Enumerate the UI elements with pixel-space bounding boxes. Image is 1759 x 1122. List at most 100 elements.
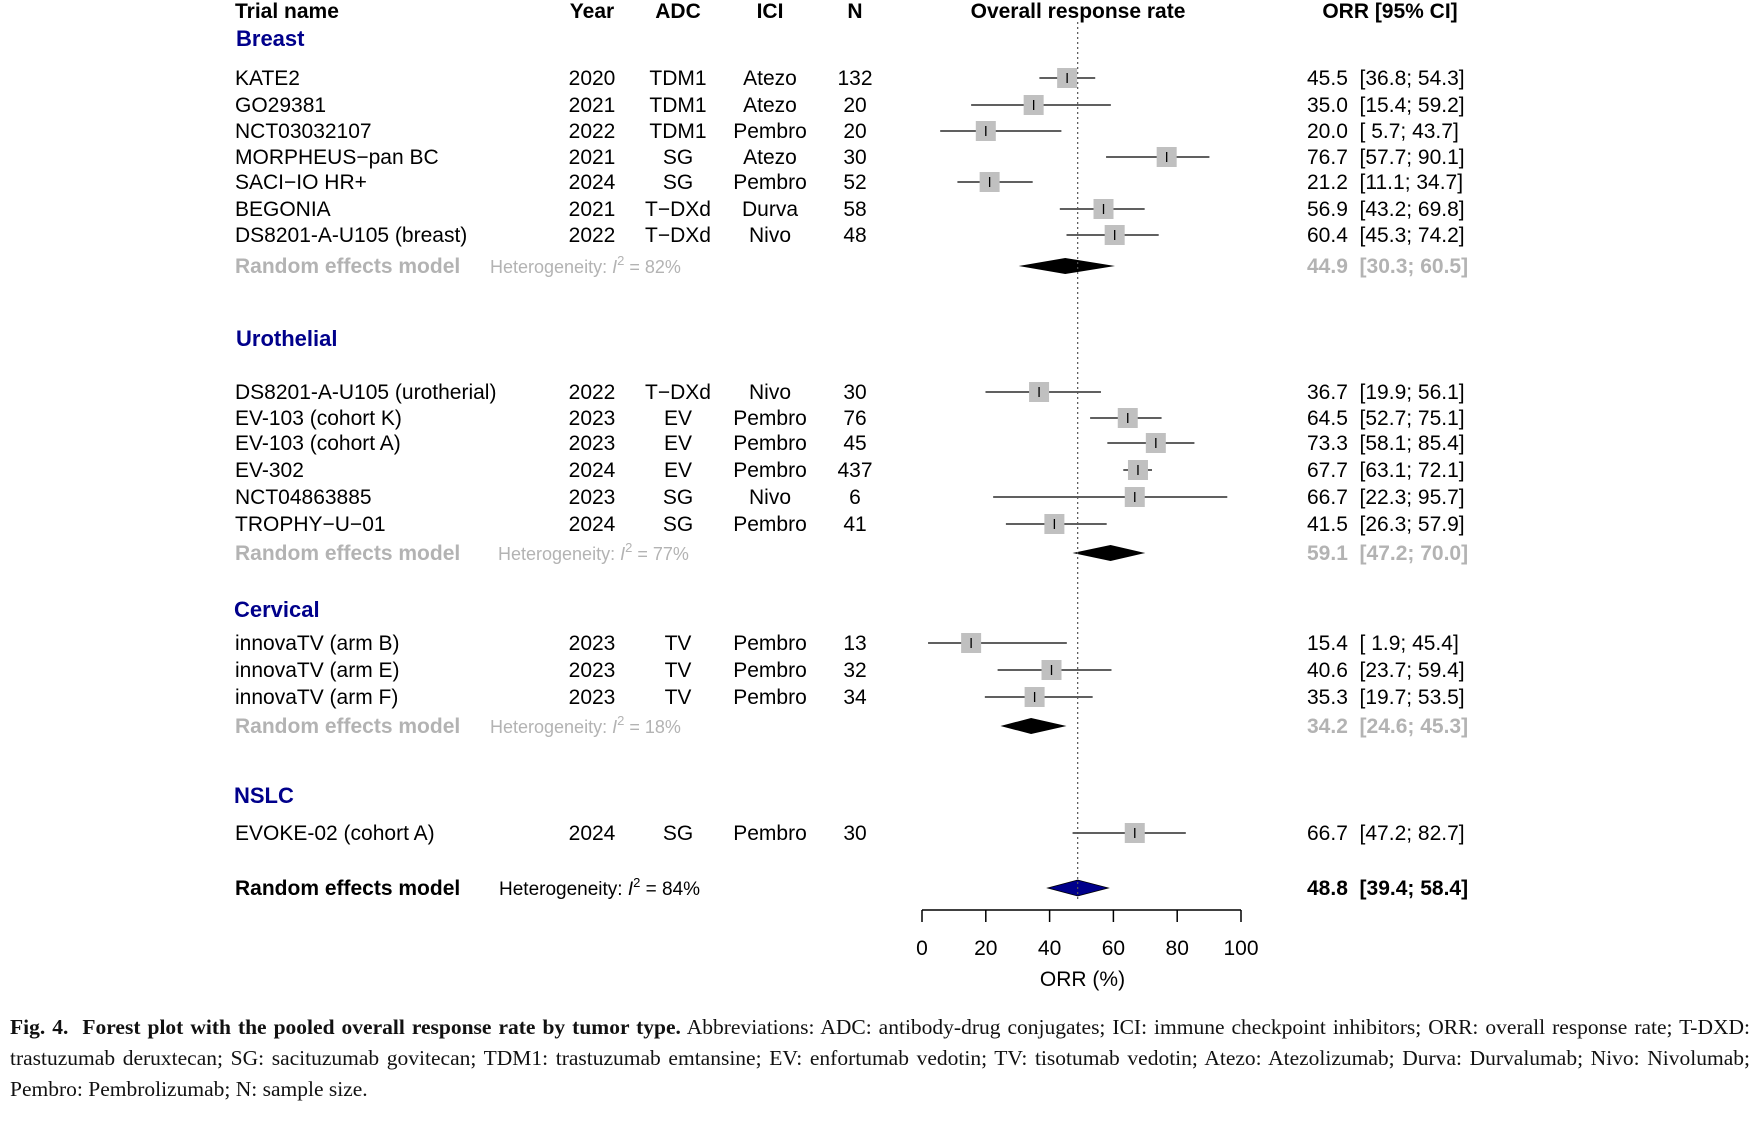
- study-ici: Pembro: [733, 171, 807, 194]
- study-n: 48: [843, 224, 866, 247]
- heterogeneity-text: Heterogeneity: I2 = 77%: [498, 540, 689, 564]
- heterogeneity-text: Heterogeneity: I2 = 82%: [490, 253, 681, 277]
- study-adc: SG: [663, 513, 693, 536]
- study-year: 2022: [569, 120, 616, 143]
- x-tick-label: 80: [1166, 937, 1189, 960]
- study-adc: SG: [663, 486, 693, 509]
- study-name: DS8201-A-U105 (breast): [235, 224, 467, 247]
- pooled-label: Random effects model: [235, 715, 460, 738]
- study-adc: TDM1: [649, 67, 706, 90]
- study-name: innovaTV (arm F): [235, 686, 398, 709]
- study-name: EV-302: [235, 459, 304, 482]
- study-year: 2024: [569, 459, 616, 482]
- pooled-label: Random effects model: [235, 255, 460, 278]
- study-orr-text: 21.2 [11.1; 34.7]: [1307, 171, 1463, 194]
- study-name: MORPHEUS−pan BC: [235, 146, 439, 169]
- study-ici: Pembro: [733, 432, 807, 455]
- forest-plot: Trial name Year ADC ICI N Overall respon…: [234, 0, 1468, 991]
- study-orr-text: 35.3 [19.7; 53.5]: [1307, 686, 1465, 709]
- study-n: 30: [843, 381, 866, 404]
- study-adc: T−DXd: [645, 198, 711, 221]
- study-ici: Pembro: [733, 120, 807, 143]
- header-n: N: [847, 0, 862, 23]
- x-tick-label: 20: [974, 937, 997, 960]
- study-orr-text: 20.0 [ 5.7; 43.7]: [1307, 120, 1459, 143]
- study-orr-text: 56.9 [43.2; 69.8]: [1307, 198, 1465, 221]
- study-n: 30: [843, 146, 866, 169]
- study-n: 41: [843, 513, 866, 536]
- study-adc: SG: [663, 171, 693, 194]
- x-tick-label: 40: [1038, 937, 1061, 960]
- study-name: BEGONIA: [235, 198, 331, 221]
- study-ici: Pembro: [733, 659, 807, 682]
- study-orr-text: 36.7 [19.9; 56.1]: [1307, 381, 1465, 404]
- study-ici: Pembro: [733, 513, 807, 536]
- study-adc: TDM1: [649, 120, 706, 143]
- pooled-orr-text: 34.2 [24.6; 45.3]: [1307, 715, 1468, 738]
- group-title: Breast: [236, 26, 305, 51]
- pooled-orr-text: 44.9 [30.3; 60.5]: [1307, 255, 1468, 278]
- study-year: 2023: [569, 486, 616, 509]
- x-axis-label: ORR (%): [1040, 968, 1125, 991]
- study-n: 30: [843, 822, 866, 845]
- study-ici: Pembro: [733, 686, 807, 709]
- study-adc: EV: [664, 407, 692, 430]
- study-ici: Atezo: [743, 94, 797, 117]
- study-year: 2021: [569, 94, 616, 117]
- pooled-label: Random effects model: [235, 542, 460, 565]
- study-name: EV-103 (cohort A): [235, 432, 401, 455]
- study-orr-text: 45.5 [36.8; 54.3]: [1307, 67, 1465, 90]
- study-adc: EV: [664, 432, 692, 455]
- figure-caption: Fig. 4. Forest plot with the pooled over…: [10, 1012, 1750, 1105]
- study-year: 2024: [569, 822, 616, 845]
- study-n: 13: [843, 632, 866, 655]
- study-n: 20: [843, 120, 866, 143]
- study-orr-text: 60.4 [45.3; 74.2]: [1307, 224, 1465, 247]
- study-orr-text: 73.3 [58.1; 85.4]: [1307, 432, 1465, 455]
- study-orr-text: 66.7 [22.3; 95.7]: [1307, 486, 1465, 509]
- study-adc: SG: [663, 146, 693, 169]
- study-adc: TV: [665, 632, 692, 655]
- study-name: KATE2: [235, 67, 300, 90]
- study-ici: Pembro: [733, 407, 807, 430]
- study-n: 6: [849, 486, 861, 509]
- pooled-diamond: [1000, 718, 1067, 734]
- study-year: 2023: [569, 432, 616, 455]
- study-year: 2022: [569, 224, 616, 247]
- pooled-orr-text: 59.1 [47.2; 70.0]: [1307, 542, 1468, 565]
- study-year: 2023: [569, 686, 616, 709]
- study-name: SACI−IO HR+: [235, 171, 367, 194]
- overall-label: Random effects model: [235, 877, 460, 900]
- group-title: NSLC: [234, 783, 294, 808]
- study-year: 2024: [569, 513, 616, 536]
- study-year: 2021: [569, 198, 616, 221]
- study-ici: Pembro: [733, 822, 807, 845]
- study-ici: Atezo: [743, 146, 797, 169]
- study-name: DS8201-A-U105 (urotherial): [235, 381, 496, 404]
- study-adc: T−DXd: [645, 381, 711, 404]
- header-year: Year: [570, 0, 614, 23]
- study-ici: Pembro: [733, 459, 807, 482]
- study-orr-text: 76.7 [57.7; 90.1]: [1307, 146, 1465, 169]
- caption-title: Forest plot with the pooled overall resp…: [82, 1015, 681, 1039]
- study-n: 45: [843, 432, 866, 455]
- study-orr-text: 66.7 [47.2; 82.7]: [1307, 822, 1465, 845]
- study-n: 437: [837, 459, 872, 482]
- header-orr: ORR [95% CI]: [1322, 0, 1457, 23]
- study-year: 2024: [569, 171, 616, 194]
- x-tick-label: 100: [1223, 937, 1258, 960]
- study-orr-text: 15.4 [ 1.9; 45.4]: [1307, 632, 1459, 655]
- study-orr-text: 64.5 [52.7; 75.1]: [1307, 407, 1465, 430]
- overall-heterogeneity-text: Heterogeneity: I2 = 84%: [499, 875, 700, 900]
- study-ici: Nivo: [749, 381, 791, 404]
- header-ici: ICI: [757, 0, 784, 23]
- study-name: innovaTV (arm E): [235, 659, 400, 682]
- study-adc: TV: [665, 686, 692, 709]
- pooled-diamond: [1018, 258, 1115, 274]
- study-ici: Durva: [742, 198, 798, 221]
- study-orr-text: 67.7 [63.1; 72.1]: [1307, 459, 1465, 482]
- study-year: 2023: [569, 407, 616, 430]
- study-n: 76: [843, 407, 866, 430]
- study-orr-text: 40.6 [23.7; 59.4]: [1307, 659, 1465, 682]
